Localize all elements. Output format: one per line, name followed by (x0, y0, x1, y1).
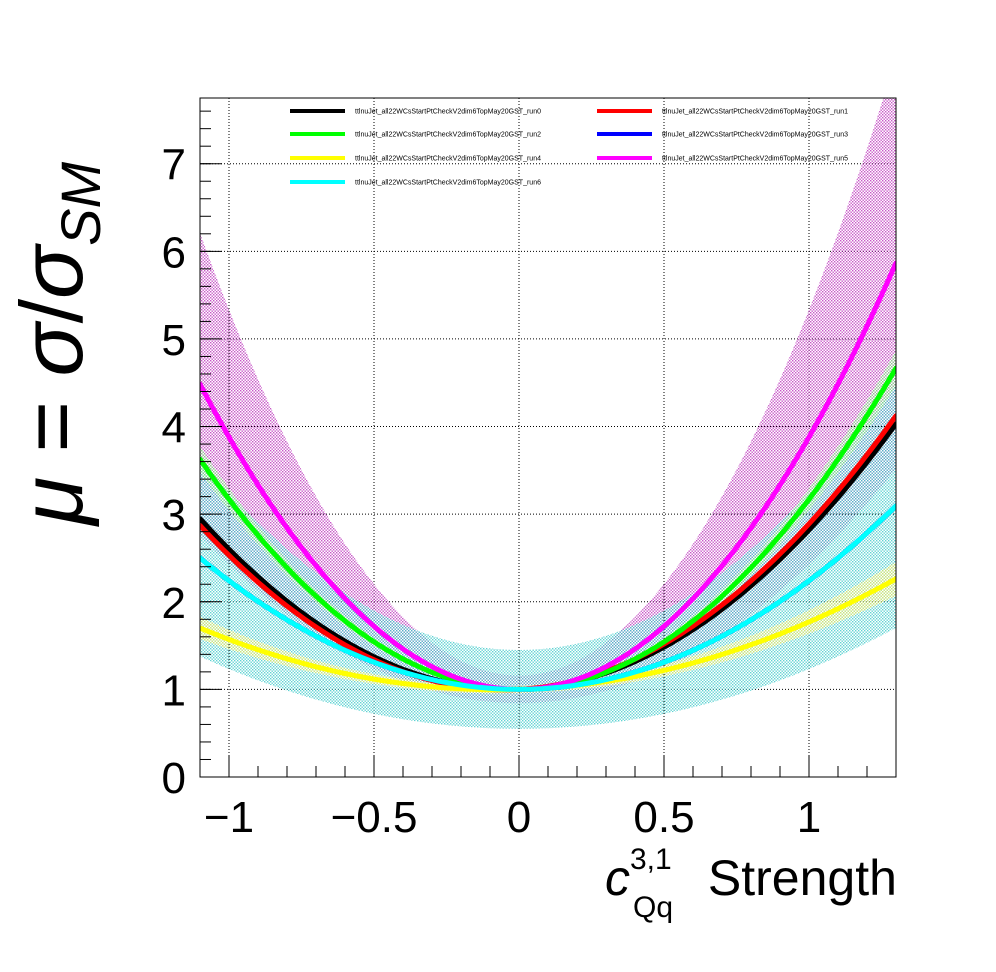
uncertainty-band (200, 561, 896, 694)
legend-entry: ttlnuJet_all22WCsStartPtCheckV2dim6TopMa… (355, 180, 541, 187)
series-line (200, 503, 896, 692)
y-tick-labels: 0 1 2 3 4 5 6 7 (162, 141, 186, 803)
y-tick-label: 6 (162, 228, 186, 277)
legend-entry: ttlnuJet_all22WCsStartPtCheckV2dim6TopMa… (662, 156, 848, 163)
series-lines (200, 260, 896, 693)
x-tick-label: 0.5 (633, 793, 694, 842)
legend-entry: ttlnuJet_all22WCsStartPtCheckV2dim6TopMa… (355, 156, 541, 163)
x-tick-label: 0 (507, 793, 531, 842)
y-tick-label: 1 (162, 666, 186, 715)
legend-entry: ttlnuJet_all22WCsStartPtCheckV2dim6TopMa… (662, 132, 848, 139)
x-tick-labels: −1 −0.5 0 0.5 1 (204, 793, 821, 842)
x-axis-title: c3,1 Qq Strength (605, 843, 897, 924)
x-tick-label: −1 (204, 793, 254, 842)
y-tick-label: 3 (162, 491, 186, 540)
legend: ttlnuJet_all22WCsStartPtCheckV2dim6TopMa… (290, 109, 848, 187)
y-tick-label: 2 (162, 579, 186, 628)
legend-entry: ttlnuJet_all22WCsStartPtCheckV2dim6TopMa… (355, 109, 541, 116)
y-tick-label: 0 (162, 754, 186, 803)
uncertainty-band (200, 98, 896, 704)
legend-entry: ttlnuJet_all22WCsStartPtCheckV2dim6TopMa… (355, 132, 541, 139)
y-tick-label: 7 (162, 141, 186, 190)
y-axis-title: μ = σ/σSM (2, 162, 112, 527)
axis-ticks (199, 110, 897, 778)
y-tick-label: 5 (162, 316, 186, 365)
y-tick-label: 4 (162, 404, 186, 453)
legend-entry: ttlnuJet_all22WCsStartPtCheckV2dim6TopMa… (662, 109, 848, 116)
x-tick-label: 1 (797, 793, 821, 842)
x-tick-label: −0.5 (331, 793, 418, 842)
